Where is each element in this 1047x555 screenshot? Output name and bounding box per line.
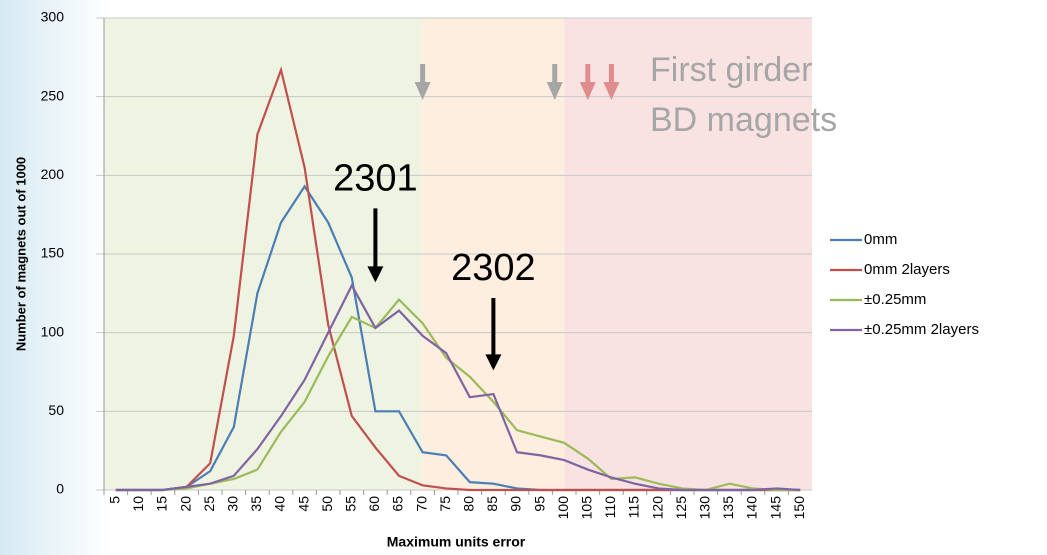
x-tick-label: 65	[390, 496, 406, 512]
x-tick-label: 145	[767, 496, 783, 520]
x-tick-label: 45	[295, 496, 311, 512]
y-tick-label: 300	[41, 9, 65, 25]
marker-head	[603, 82, 620, 100]
legend-label: ±0.25mm 2layers	[864, 321, 979, 338]
x-tick-label: 110	[602, 496, 618, 519]
x-tick-label: 105	[579, 496, 595, 520]
x-tick-label: 35	[248, 496, 264, 512]
x-tick-label: 125	[673, 496, 689, 520]
y-tick-label: 50	[48, 402, 64, 418]
x-tick-label: 20	[177, 496, 193, 512]
x-tick-label: 135	[720, 496, 736, 520]
y-tick-label: 150	[41, 245, 65, 261]
x-tick-label: 130	[697, 496, 713, 520]
x-tick-label: 85	[484, 496, 500, 512]
marker-shaft	[420, 64, 426, 84]
x-tick-label: 50	[319, 496, 335, 512]
y-tick-label: 200	[41, 166, 65, 182]
x-tick-label: 140	[744, 496, 760, 520]
x-tick-label: 120	[649, 496, 665, 520]
y-axis-title: Number of magnets out of 1000	[13, 157, 28, 351]
series-line	[115, 297, 801, 492]
y-tick-label: 100	[41, 323, 65, 339]
x-tick-label: 115	[626, 496, 642, 519]
legend-label: 0mm 2layers	[864, 261, 950, 278]
marker-shaft	[552, 64, 558, 84]
x-tick-label: 90	[508, 496, 524, 512]
x-tick-label: 60	[366, 496, 382, 512]
annotation-label: 2302	[451, 247, 536, 289]
marker-note-line: First girder	[650, 51, 812, 89]
marker-note: First girder BD magnets	[650, 51, 837, 139]
x-tick-label: 30	[225, 496, 241, 512]
legend-label: ±0.25mm	[864, 291, 926, 308]
marker-shaft	[585, 64, 591, 84]
x-tick-label: 55	[343, 496, 359, 512]
x-tick-label: 80	[461, 496, 477, 512]
x-tick-label: 100	[555, 496, 571, 520]
marker-head	[579, 82, 596, 100]
x-tick-label: 150	[791, 496, 807, 520]
marker-arrow	[603, 64, 620, 100]
marker-head	[414, 82, 431, 100]
marker-shaft	[608, 64, 614, 84]
x-tick-label: 10	[130, 496, 146, 512]
series-line	[115, 283, 801, 492]
x-tick-label: 95	[531, 496, 547, 512]
marker-arrow	[546, 64, 563, 100]
x-tick-label: 25	[201, 496, 217, 512]
x-tick-label: 5	[107, 496, 123, 504]
y-tick-label: 0	[56, 481, 64, 497]
x-axis-title: Maximum units error	[387, 534, 526, 550]
x-tick-label: 75	[437, 496, 453, 512]
marker-arrow	[414, 64, 431, 100]
x-tick-label: 15	[154, 496, 170, 512]
annotation-head	[485, 354, 502, 371]
x-tick-label: 40	[272, 496, 288, 512]
x-tick-label: 70	[413, 496, 429, 512]
legend-label: 0mm	[864, 231, 897, 248]
marker-head	[546, 82, 563, 100]
annotation-head	[367, 266, 384, 283]
annotation-label: 2301	[333, 157, 418, 199]
marker-note-line: BD magnets	[650, 101, 837, 139]
y-tick-label: 250	[41, 87, 65, 103]
marker-arrow	[579, 64, 596, 100]
